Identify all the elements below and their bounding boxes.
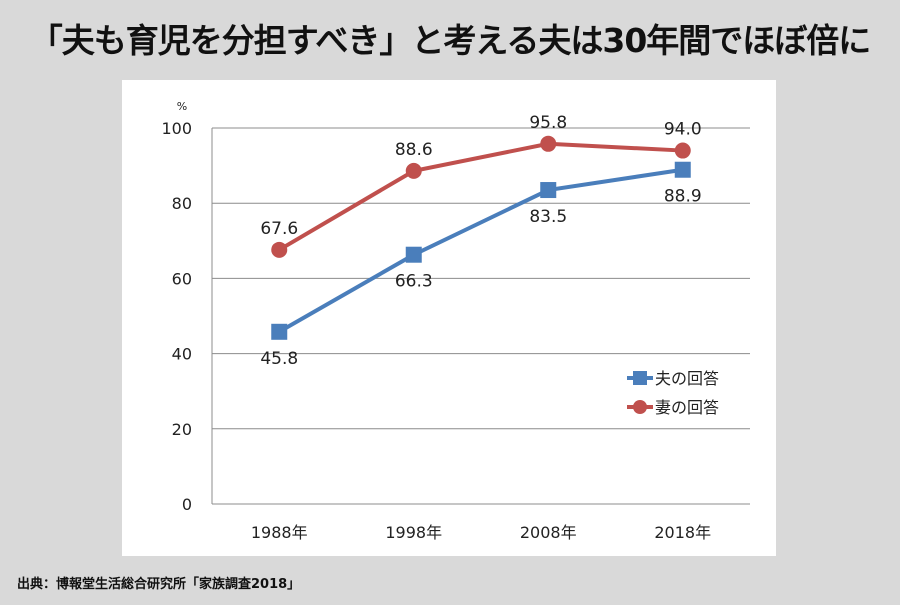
data-point [405, 162, 422, 179]
data-point [540, 135, 557, 152]
legend-marker [633, 371, 647, 385]
chart-title: 「夫も育児を分担すべき」と考える夫は30年間でほぼ倍に [29, 21, 872, 60]
data-label: 94.0 [664, 120, 702, 140]
data-point [540, 182, 557, 199]
data-label: 66.3 [395, 272, 433, 292]
data-point [405, 246, 422, 263]
source-note: 出典：博報堂生活総合研究所「家族調査2018」 [17, 577, 301, 592]
y-tick-label: 80 [172, 194, 192, 213]
data-label: 67.6 [260, 219, 298, 239]
data-label: 95.8 [529, 113, 567, 133]
chart-panel [122, 80, 776, 556]
data-point [271, 241, 288, 258]
data-point [674, 142, 691, 159]
data-point [271, 323, 288, 340]
data-label: 88.6 [395, 140, 433, 160]
legend-label: 夫の回答 [655, 369, 719, 388]
y-axis-unit: % [177, 100, 187, 113]
x-tick-label: 1988年 [251, 523, 308, 542]
data-label: 83.5 [529, 207, 567, 227]
y-tick-label: 40 [172, 345, 192, 364]
series-line [278, 167, 684, 334]
data-point [674, 161, 691, 178]
y-tick-label: 0 [182, 495, 192, 514]
legend-marker [633, 400, 647, 414]
x-tick-label: 2018年 [654, 523, 711, 542]
series-line [278, 141, 683, 252]
data-label: 45.8 [260, 349, 298, 369]
x-tick-label: 2008年 [520, 523, 577, 542]
y-tick-label: 20 [172, 420, 192, 439]
legend-label: 妻の回答 [655, 398, 719, 417]
y-tick-label: 100 [161, 119, 192, 138]
y-tick-label: 60 [172, 269, 192, 288]
data-label: 88.9 [664, 187, 702, 207]
x-tick-label: 1998年 [385, 523, 442, 542]
